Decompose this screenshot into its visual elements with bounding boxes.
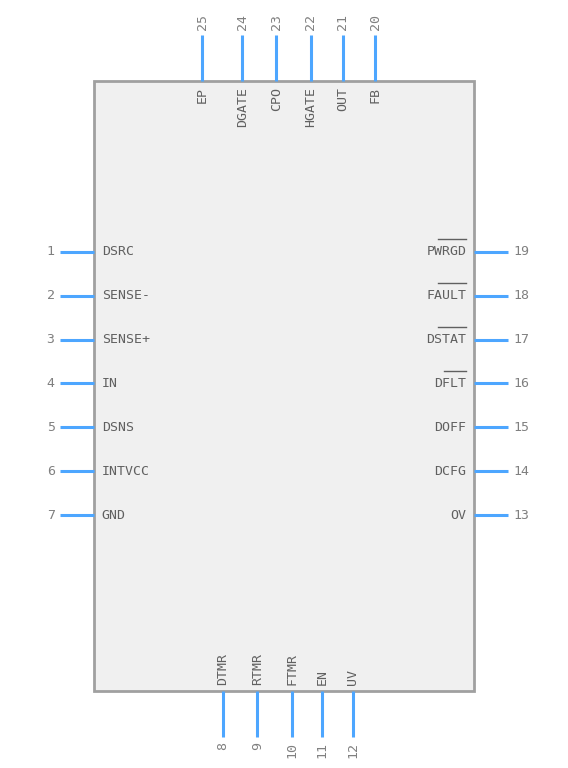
Text: 13: 13 xyxy=(513,509,529,522)
Text: GND: GND xyxy=(102,509,126,522)
Text: FAULT: FAULT xyxy=(426,289,466,302)
Text: 4: 4 xyxy=(47,377,55,390)
Text: 6: 6 xyxy=(47,465,55,478)
Text: DSRC: DSRC xyxy=(102,245,133,258)
Text: 10: 10 xyxy=(285,743,298,758)
Text: DGATE: DGATE xyxy=(236,87,249,127)
Text: 3: 3 xyxy=(47,333,55,346)
Text: 25: 25 xyxy=(196,14,208,29)
Text: CPO: CPO xyxy=(270,87,283,111)
Text: SENSE+: SENSE+ xyxy=(102,333,150,346)
Text: IN: IN xyxy=(102,377,118,390)
Text: 1: 1 xyxy=(47,245,55,258)
Text: EN: EN xyxy=(316,669,328,685)
Text: PWRGD: PWRGD xyxy=(426,245,466,258)
Text: DFLT: DFLT xyxy=(435,377,466,390)
Text: 8: 8 xyxy=(216,743,229,750)
Text: 7: 7 xyxy=(47,509,55,522)
Text: 24: 24 xyxy=(236,14,249,29)
Text: EP: EP xyxy=(196,87,208,103)
Text: DSNS: DSNS xyxy=(102,421,133,434)
Text: 14: 14 xyxy=(513,465,529,478)
Text: 5: 5 xyxy=(47,421,55,434)
Text: 20: 20 xyxy=(369,14,382,29)
Text: SENSE-: SENSE- xyxy=(102,289,150,302)
Text: 16: 16 xyxy=(513,377,529,390)
Text: 22: 22 xyxy=(304,14,317,29)
Text: HGATE: HGATE xyxy=(304,87,317,127)
Text: 18: 18 xyxy=(513,289,529,302)
Text: DOFF: DOFF xyxy=(435,421,466,434)
Text: 12: 12 xyxy=(346,743,359,758)
Text: 11: 11 xyxy=(316,743,328,758)
Text: DCFG: DCFG xyxy=(435,465,466,478)
Bar xyxy=(94,81,474,691)
Text: 2: 2 xyxy=(47,289,55,302)
Text: DSTAT: DSTAT xyxy=(426,333,466,346)
Text: 9: 9 xyxy=(251,743,264,750)
Text: FB: FB xyxy=(369,87,382,103)
Text: UV: UV xyxy=(346,669,359,685)
Text: INTVCC: INTVCC xyxy=(102,465,150,478)
Text: 23: 23 xyxy=(270,14,283,29)
Text: 15: 15 xyxy=(513,421,529,434)
Text: DTMR: DTMR xyxy=(216,654,229,685)
Text: 17: 17 xyxy=(513,333,529,346)
Text: RTMR: RTMR xyxy=(251,654,264,685)
Text: FTMR: FTMR xyxy=(285,654,298,685)
Text: OV: OV xyxy=(450,509,466,522)
Text: 21: 21 xyxy=(336,14,349,29)
Text: 19: 19 xyxy=(513,245,529,258)
Text: OUT: OUT xyxy=(336,87,349,111)
